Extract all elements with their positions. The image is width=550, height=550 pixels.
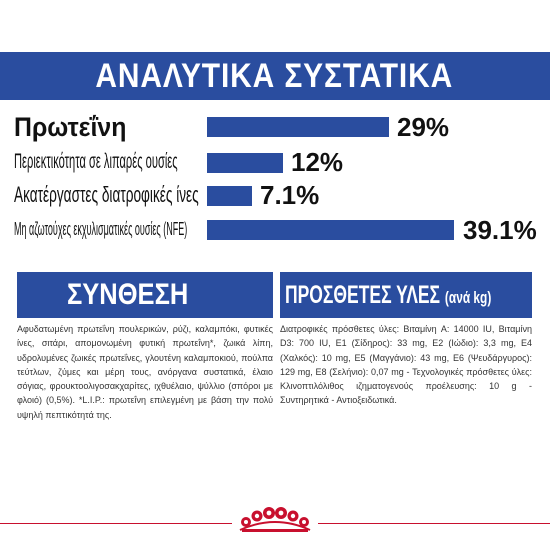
additives-header: ΠΡΟΣΘΕΤΕΣ ΥΛΕΣ (ανά kg) (280, 272, 532, 318)
royal-canin-crown-icon (239, 507, 311, 532)
analysis-bar (207, 220, 454, 240)
analysis-value: 29% (397, 112, 450, 142)
analysis-value: 39.1% (463, 215, 537, 245)
analysis-bar (207, 186, 252, 206)
analysis-row-nfe: Μη αζωτούχες εκχυλισματικές ουσίες (NFE)… (0, 215, 550, 245)
analysis-value: 12% (291, 147, 344, 177)
additives-title-main: ΠΡΟΣΘΕΤΕΣ ΥΛΕΣ (285, 280, 441, 309)
analysis-row-protein: Πρωτεΐνη 29% (0, 112, 550, 142)
analysis-bar (207, 117, 389, 137)
composition-header: ΣΥΝΘΕΣΗ (17, 272, 273, 318)
additives-text: Διατροφικές πρόσθετες ύλες: Βιταμίνη A: … (280, 324, 532, 406)
analysis-row-fiber: Ακατέργαστες διατροφικές ίνες 7.1% (0, 180, 550, 210)
analysis-row-fat: Περιεκτικότητα σε λιπαρές ουσίες 12% (0, 147, 550, 177)
footer-line-right (318, 523, 550, 524)
additives-title-suffix: (ανά kg) (444, 287, 492, 307)
analysis-label: Περιεκτικότητα σε λιπαρές ουσίες (14, 150, 178, 173)
composition-text: Αφυδατωμένη πρωτεΐνη πουλερικών, ρύζι, κ… (17, 324, 273, 420)
analysis-value: 7.1% (260, 180, 320, 210)
analysis-label: Πρωτεΐνη (14, 112, 127, 142)
footer-line-left (0, 523, 232, 524)
analysis-label: Μη αζωτούχες εκχυλισματικές ουσίες (NFE) (14, 219, 188, 239)
analysis-label: Ακατέργαστες διατροφικές ίνες (14, 182, 199, 207)
composition-title: ΣΥΝΘΕΣΗ (67, 278, 189, 311)
header-inner: ΑΝΑΛΥΤΙΚΑ ΣΥΣΤΑΤΙΚΑ (17, 52, 532, 100)
page-title: ΑΝΑΛΥΤΙΚΑ ΣΥΣΤΑΤΙΚΑ (95, 56, 454, 95)
analysis-bar (207, 153, 283, 173)
header-band: ΑΝΑΛΥΤΙΚΑ ΣΥΣΤΑΤΙΚΑ (0, 52, 550, 100)
additives-title: ΠΡΟΣΘΕΤΕΣ ΥΛΕΣ (ανά kg) (285, 281, 491, 310)
